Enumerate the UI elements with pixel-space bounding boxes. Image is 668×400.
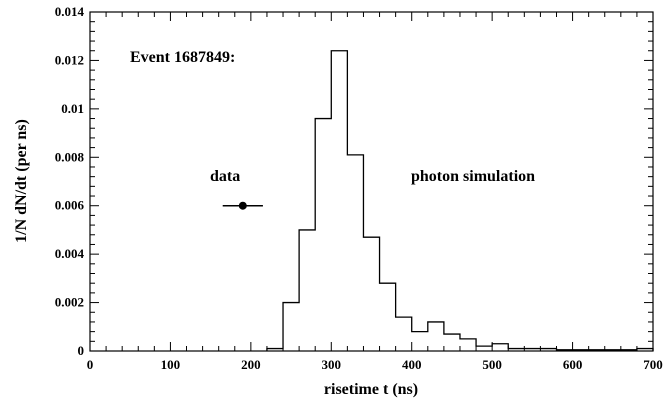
simulation-histogram-line (266, 50, 654, 351)
y-tick-label: 0.014 (55, 4, 85, 19)
y-tick-labels: 0 0.002 0.004 0.006 0.008 0.01 0.012 0.014 (55, 4, 85, 358)
y-tick-label: 0.01 (61, 101, 84, 116)
x-tick-label: 400 (402, 357, 422, 372)
x-tick-label: 500 (482, 357, 502, 372)
axis-ticks (89, 11, 654, 352)
data-legend-label: data (210, 168, 240, 185)
x-tick-label: 200 (241, 357, 261, 372)
y-tick-label: 0 (78, 343, 85, 358)
x-tick-label: 100 (161, 357, 181, 372)
y-tick-label: 0.002 (55, 295, 84, 310)
y-tick-label: 0.004 (55, 246, 85, 261)
x-tick-label: 0 (87, 357, 94, 372)
x-axis-title: risetime t (ns) (324, 381, 418, 398)
y-axis-title: 1/N dN/dt (per ns) (13, 119, 30, 243)
data-point-marker (238, 201, 247, 210)
y-tick-label: 0.012 (55, 52, 84, 67)
x-tick-label: 300 (322, 357, 342, 372)
y-tick-label: 0.008 (55, 149, 85, 164)
simulation-legend-label: photon simulation (411, 168, 535, 185)
x-tick-label: 700 (643, 357, 663, 372)
event-annotation: Event 1687849: (130, 49, 235, 66)
x-tick-labels: 0 100 200 300 400 500 600 700 (87, 357, 663, 372)
x-tick-label: 600 (563, 357, 583, 372)
y-tick-label: 0.006 (55, 198, 85, 213)
plot-frame (89, 11, 654, 352)
